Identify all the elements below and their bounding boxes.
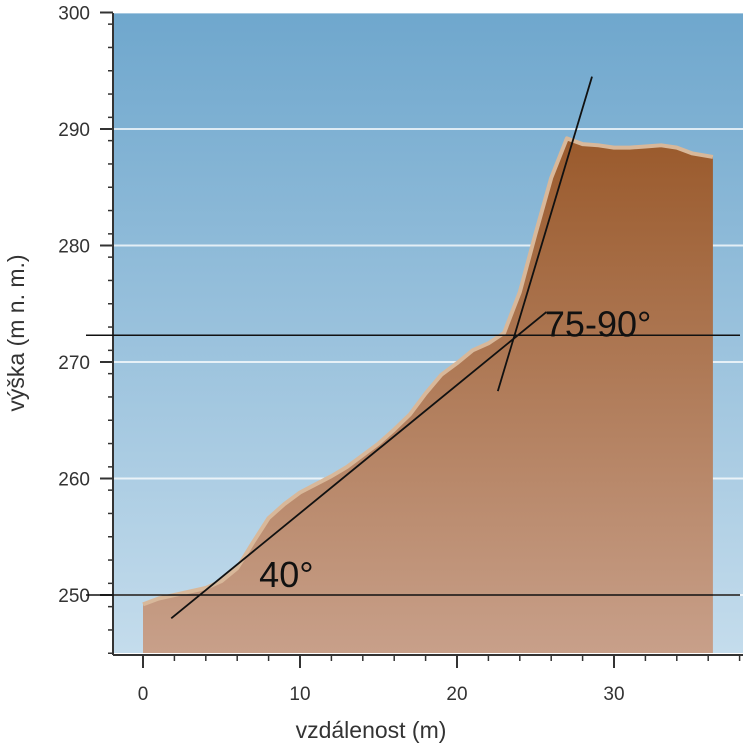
y-axis-title: výška (m n. m.): [3, 254, 29, 411]
reference-lines: [86, 334, 740, 596]
terrain-surface-line: [142, 136, 714, 607]
x-tick-label: 10: [289, 684, 310, 705]
angle-annotation: 75-90°: [545, 303, 651, 344]
x-axis-title: vzdálenost (m): [296, 717, 447, 743]
y-tick-label: 250: [58, 586, 90, 607]
slope-line: [170, 311, 548, 619]
annotations: 40° 75-90°: [259, 303, 651, 594]
angle-annotation: 40°: [259, 554, 313, 595]
slope-line: [496, 76, 593, 392]
y-tick-label: 290: [58, 120, 90, 141]
x-tick-label: 20: [446, 684, 467, 705]
x-tick-label: 30: [603, 684, 624, 705]
y-tick-label: 300: [58, 4, 90, 25]
x-tick-label: 0: [138, 684, 149, 705]
y-tick-label: 260: [58, 470, 90, 491]
slope-lines: [170, 76, 593, 619]
y-tick-label: 280: [58, 237, 90, 258]
axes: 250 260 270 280 290 300 0 10 20 30: [58, 4, 743, 705]
y-tick-label: 270: [58, 353, 90, 374]
